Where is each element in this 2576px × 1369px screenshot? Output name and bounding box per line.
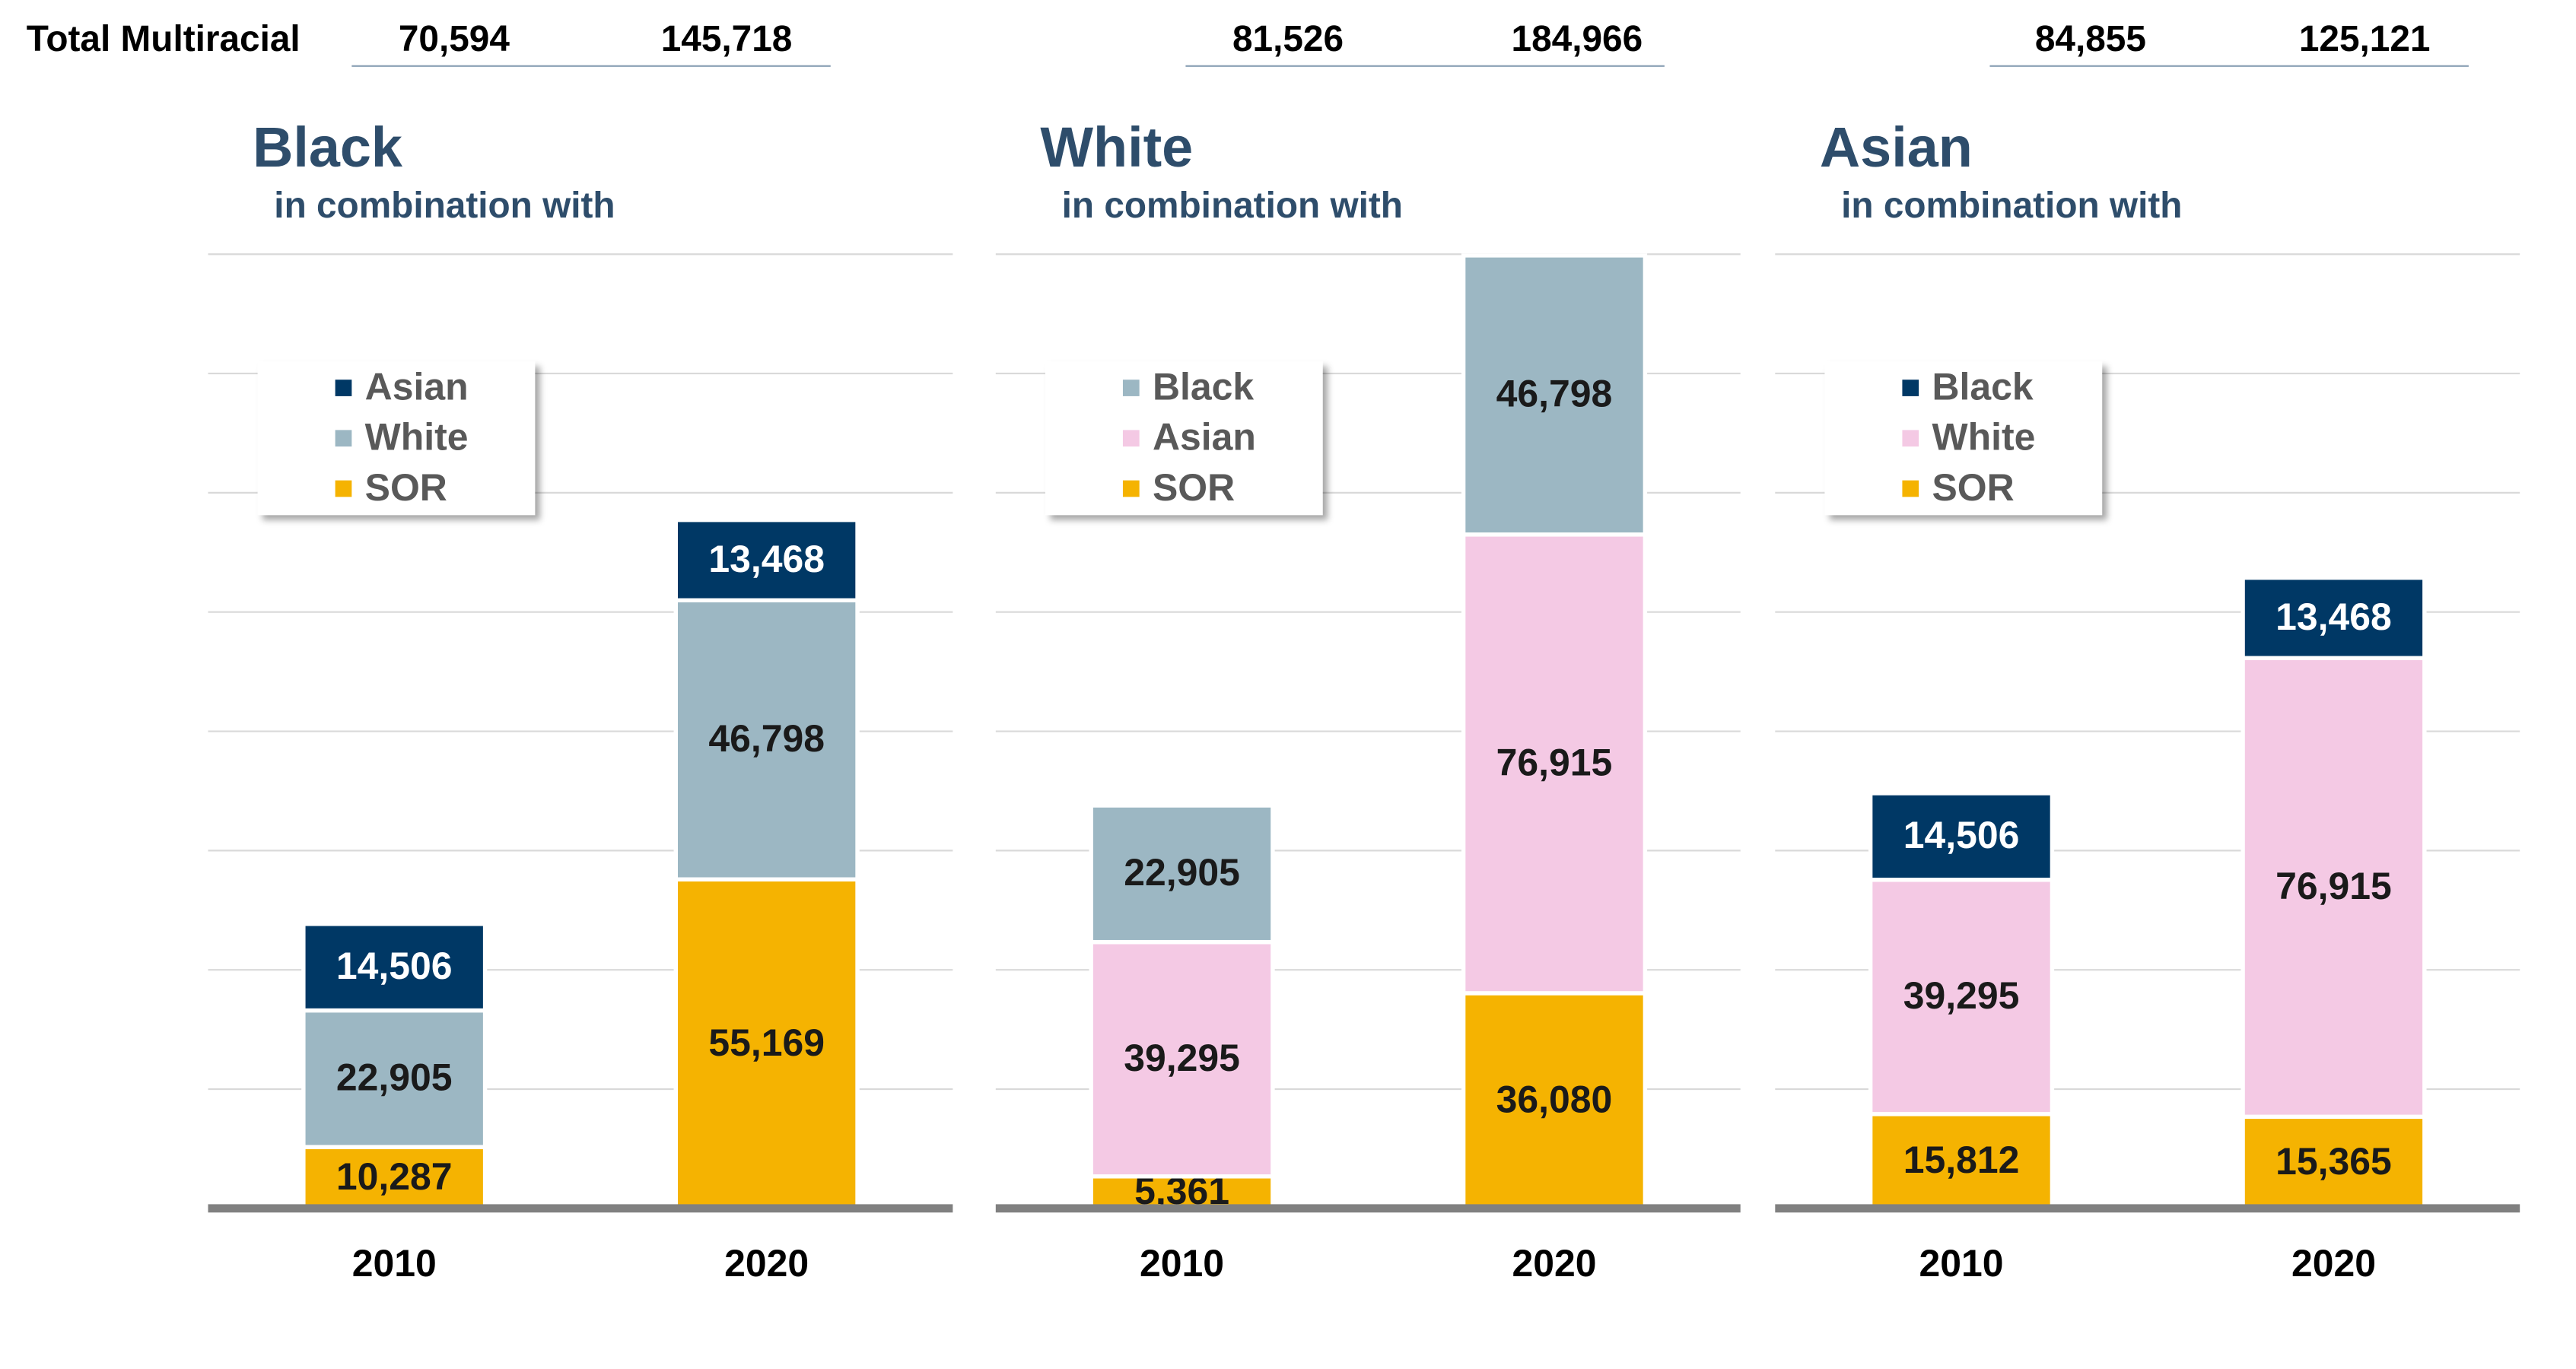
legend-label: Black — [1153, 365, 1254, 408]
data-label: 39,295 — [1124, 1037, 1240, 1079]
legend-swatch — [1902, 480, 1919, 497]
bar-segment — [301, 1008, 488, 1149]
bar-segment — [1461, 253, 1648, 537]
bar-segment — [1868, 791, 2055, 882]
legend-label: White — [1932, 416, 2035, 459]
panel-subtitle: in combination with — [1062, 186, 1403, 226]
total-label: 184,966 — [1512, 19, 1643, 59]
legend-label: Asian — [365, 365, 469, 408]
panel-title: Asian — [1820, 116, 1973, 179]
panel-subtitle: in combination with — [274, 186, 615, 226]
total-label: 81,526 — [1232, 19, 1344, 59]
data-label: 39,295 — [1903, 974, 2020, 1017]
legend-swatch — [335, 430, 352, 447]
data-label: 10,287 — [336, 1155, 453, 1198]
legend-swatch — [1902, 430, 1919, 447]
bar-segment — [2240, 575, 2427, 660]
bar-segment — [1089, 939, 1275, 1179]
legend-swatch — [1122, 430, 1140, 447]
legend-swatch — [335, 480, 352, 497]
legend-label: Asian — [1153, 416, 1256, 459]
data-label: 36,080 — [1496, 1078, 1613, 1121]
bar-segment — [1868, 1112, 2055, 1211]
legend-swatch — [1122, 480, 1140, 497]
bar-segment — [301, 922, 488, 1013]
x-tick-label: 2010 — [1919, 1242, 2004, 1285]
data-label: 76,915 — [1496, 742, 1613, 784]
data-label: 46,798 — [708, 717, 825, 760]
data-label: 55,169 — [708, 1021, 825, 1064]
data-label: 14,506 — [336, 945, 453, 987]
row-label: Total Multiracial — [27, 19, 301, 59]
legend-swatch — [1122, 380, 1140, 396]
legend-box — [1045, 361, 1323, 516]
legend-swatch — [1902, 380, 1919, 396]
total-label: 70,594 — [399, 19, 510, 59]
x-tick-label: 2020 — [1512, 1242, 1596, 1285]
legend-label: SOR — [1153, 466, 1235, 509]
data-label: 14,506 — [1903, 814, 2020, 856]
total-label: 145,718 — [661, 19, 793, 59]
data-label: 13,468 — [2275, 596, 2392, 638]
bar-segment — [2240, 1114, 2427, 1211]
data-label: 22,905 — [1124, 851, 1240, 894]
data-label: 13,468 — [708, 538, 825, 580]
legend-label: SOR — [1932, 466, 2014, 509]
panel-title: Black — [253, 116, 403, 179]
x-tick-label: 2010 — [352, 1242, 437, 1285]
x-tick-label: 2010 — [1140, 1242, 1224, 1285]
bar-segment — [2240, 656, 2427, 1120]
legend-label: White — [365, 416, 469, 459]
bar-segment — [1461, 532, 1648, 996]
data-label: 15,812 — [1903, 1139, 2020, 1181]
x-tick-label: 2020 — [2291, 1242, 2376, 1285]
bar-segment — [1089, 803, 1275, 945]
legend-swatch — [335, 380, 352, 396]
x-tick-label: 2020 — [724, 1242, 809, 1285]
data-label: 46,798 — [1496, 373, 1613, 415]
data-label: 76,915 — [2275, 865, 2392, 907]
panel-title: White — [1040, 116, 1193, 179]
bar-segment — [673, 517, 860, 603]
legend-box — [257, 361, 536, 516]
total-label: 84,855 — [2035, 19, 2146, 59]
legend-box — [1824, 361, 2103, 516]
data-label: 15,365 — [2275, 1140, 2392, 1183]
legend-label: SOR — [365, 466, 447, 509]
legend-label: Black — [1932, 365, 2033, 408]
panel-subtitle: in combination with — [1841, 186, 2182, 226]
total-label: 125,121 — [2299, 19, 2431, 59]
data-label: 22,905 — [336, 1056, 453, 1099]
